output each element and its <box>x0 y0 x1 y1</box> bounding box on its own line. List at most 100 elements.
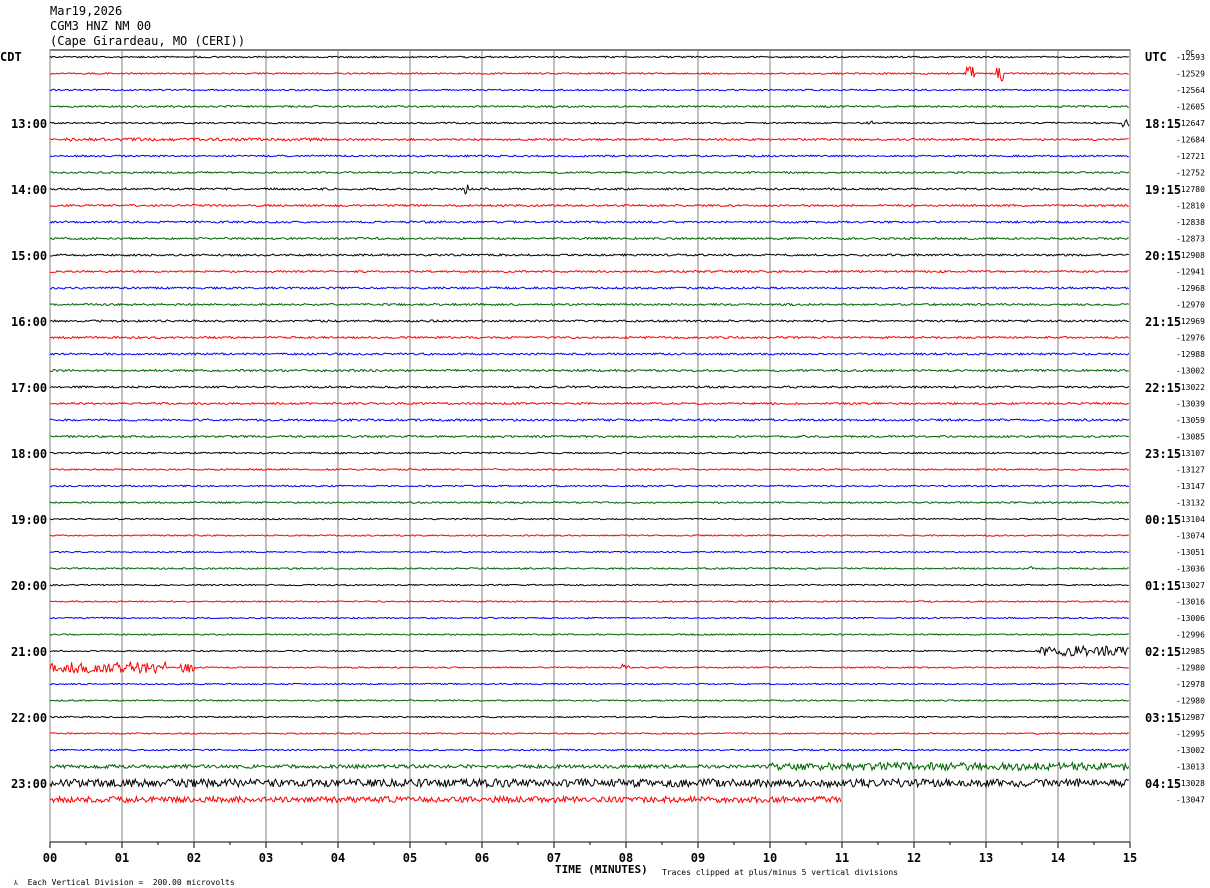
seismic-trace <box>49 633 1129 636</box>
seismic-trace <box>49 286 1130 290</box>
dc-offset-label: -12605 <box>1176 103 1205 112</box>
utc-hour-label: 23:15 <box>1145 447 1181 461</box>
seismic-trace <box>49 170 1130 175</box>
seismic-trace <box>49 184 1130 195</box>
seismic-trace <box>49 715 1130 719</box>
dc-offset-label: -12980 <box>1176 664 1205 673</box>
seismic-trace <box>49 550 1129 554</box>
left-timezone-label: CDT <box>0 50 22 64</box>
cdt-hour-label: 17:00 <box>11 381 47 395</box>
x-tick-label: 11 <box>835 851 849 865</box>
seismic-trace <box>49 104 1129 109</box>
dc-offset-label: -12873 <box>1176 235 1205 244</box>
x-tick-label: 14 <box>1051 851 1065 865</box>
dc-offset-label: -12810 <box>1176 202 1205 211</box>
x-tick-label: 13 <box>979 851 993 865</box>
scale-note: ⅄ Each Vertical Division = 200.00 microv… <box>13 878 235 887</box>
dc-offset-label: -13002 <box>1176 746 1205 755</box>
cdt-hour-label: 14:00 <box>11 183 47 197</box>
seismic-trace <box>49 699 1129 702</box>
dc-offset-label: -12780 <box>1176 185 1205 194</box>
scale-mark-icon: ⅄ <box>13 879 18 887</box>
dc-offset-label: -12970 <box>1176 301 1205 310</box>
dc-offset-label: -12976 <box>1176 334 1205 343</box>
utc-hour-label: 18:15 <box>1145 117 1181 131</box>
seismic-trace <box>49 434 1130 439</box>
x-tick-label: 05 <box>403 851 417 865</box>
dc-offset-label: -13127 <box>1176 466 1205 475</box>
dc-offset-label: -13132 <box>1176 499 1205 508</box>
seismic-trace <box>49 417 1130 422</box>
seismic-trace <box>49 385 1130 389</box>
cdt-hour-label: 18:00 <box>11 447 47 461</box>
seismic-trace <box>49 65 1129 82</box>
dc-offset-label: -12684 <box>1176 136 1205 145</box>
seismic-trace <box>49 682 1130 686</box>
cdt-hour-label: 22:00 <box>11 711 47 725</box>
seismic-trace <box>49 583 1129 587</box>
clip-note: Traces clipped at plus/minus 5 vertical … <box>662 868 899 877</box>
station-channel: CGM3 HNZ NM 00 <box>50 19 152 33</box>
seismic-trace <box>49 565 1129 571</box>
utc-hour-label: 19:15 <box>1145 183 1181 197</box>
seismic-trace <box>49 616 1129 620</box>
seismic-trace <box>49 302 1130 307</box>
seismic-trace <box>49 368 1129 373</box>
cdt-hour-label: 23:00 <box>11 777 47 791</box>
x-tick-label: 15 <box>1123 851 1137 865</box>
seismic-trace <box>49 794 842 805</box>
x-tick-label: 12 <box>907 851 921 865</box>
dc-offset-label: -13059 <box>1176 416 1205 425</box>
dc-offset-label: -13016 <box>1176 598 1205 607</box>
dc-offset-label: -13036 <box>1176 565 1205 574</box>
dc-offset-label: -13002 <box>1176 367 1205 376</box>
dc-offset-label: -12980 <box>1176 697 1205 706</box>
seismic-trace <box>49 484 1130 488</box>
seismic-trace <box>49 154 1129 158</box>
seismic-trace <box>49 467 1129 472</box>
dc-offset-label: -12752 <box>1176 169 1205 178</box>
x-tick-label: 08 <box>619 851 633 865</box>
seismic-trace <box>49 335 1130 340</box>
dc-offset-label: -12721 <box>1176 152 1205 161</box>
dc-offset-label: -12968 <box>1176 284 1205 293</box>
dc-offset-label: -12996 <box>1176 631 1205 640</box>
seismic-trace <box>49 600 1130 603</box>
seismic-trace <box>49 136 1129 143</box>
seismic-trace <box>49 236 1129 241</box>
seismic-trace <box>49 203 1129 208</box>
dc-offset-label: -13074 <box>1176 532 1205 541</box>
x-tick-label: 00 <box>43 851 57 865</box>
dc-offset-label: -13147 <box>1176 482 1205 491</box>
dc-offset-label: -13039 <box>1176 400 1205 409</box>
dc-offset-label: -12647 <box>1176 119 1205 128</box>
dc-offset-label: -12593 <box>1176 53 1205 62</box>
dc-offset-label: -12985 <box>1176 647 1205 656</box>
dc-offset-label: -12838 <box>1176 218 1205 227</box>
seismic-trace <box>49 55 1130 59</box>
utc-hour-label: 03:15 <box>1145 711 1181 725</box>
dc-offset-label: -13006 <box>1176 614 1205 623</box>
seismic-trace <box>49 517 1130 521</box>
x-tick-label: 06 <box>475 851 489 865</box>
dc-offset-label: -12987 <box>1176 713 1205 722</box>
seismic-trace <box>49 352 1130 356</box>
seismic-trace <box>49 748 1130 752</box>
seismic-trace <box>49 269 1129 274</box>
seismic-trace <box>49 660 1129 675</box>
x-tick-label: 07 <box>547 851 561 865</box>
dc-offset-label: -12529 <box>1176 70 1205 79</box>
seismic-trace <box>49 220 1130 224</box>
utc-hour-label: 02:15 <box>1145 645 1181 659</box>
dc-offset-label: -12941 <box>1176 268 1205 277</box>
utc-hour-label: 01:15 <box>1145 579 1181 593</box>
cdt-hour-label: 15:00 <box>11 249 47 263</box>
seismic-trace <box>49 760 1130 772</box>
dc-offset-label: -12908 <box>1176 251 1205 260</box>
x-tick-label: 02 <box>187 851 201 865</box>
seismic-trace <box>49 118 1130 128</box>
seismic-trace <box>49 401 1129 406</box>
seismic-trace <box>50 534 1130 537</box>
right-timezone-label: UTC <box>1145 50 1167 64</box>
utc-hour-label: 22:15 <box>1145 381 1181 395</box>
